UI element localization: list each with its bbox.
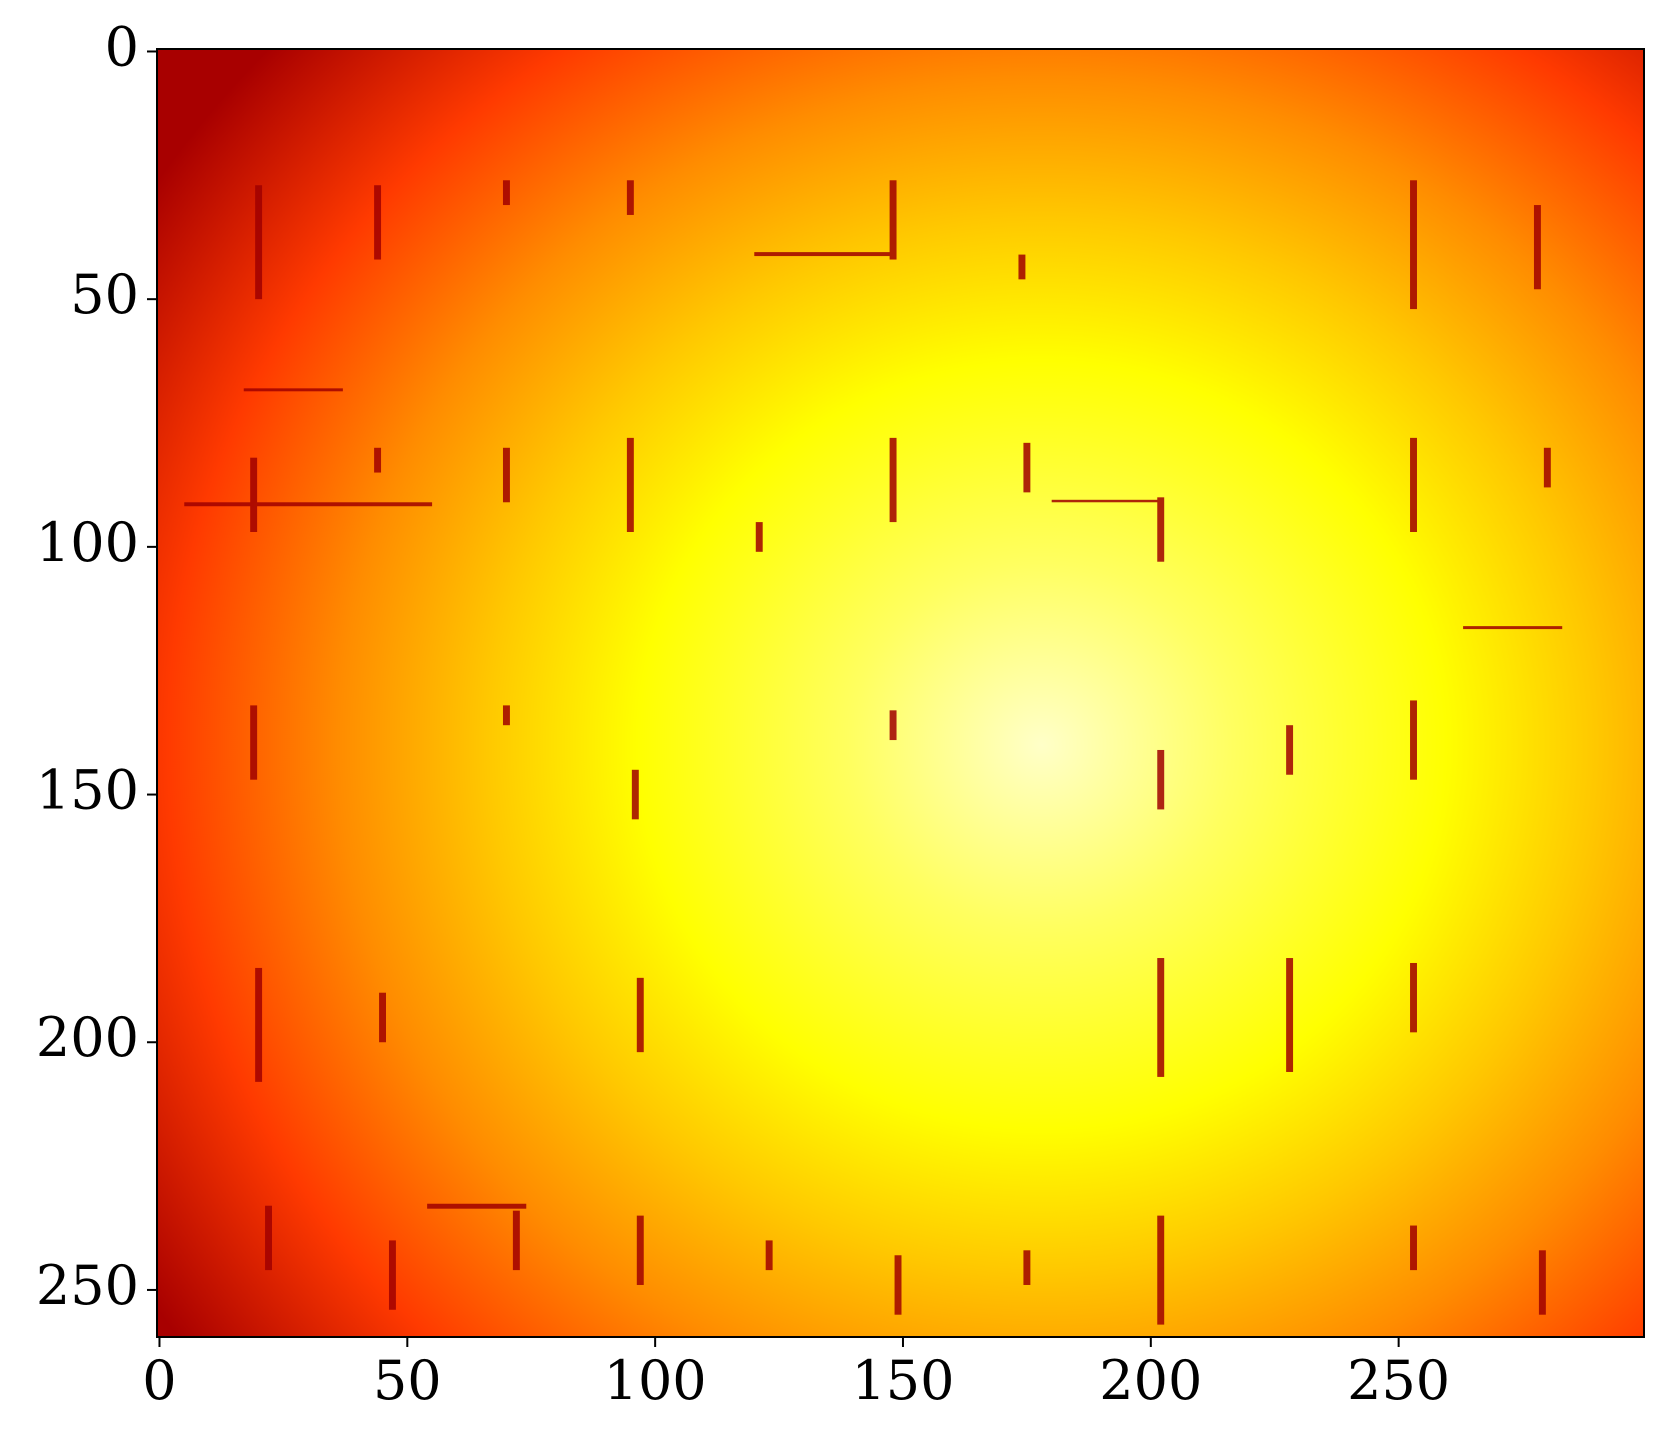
y-tick-label: 200 (36, 1006, 139, 1069)
x-tick-label: 200 (1099, 1349, 1202, 1412)
heatmap-image (157, 49, 1644, 1337)
y-tick-label: 0 (105, 15, 139, 78)
x-tick-label: 0 (142, 1349, 176, 1412)
y-tick-label: 50 (70, 263, 139, 326)
y-tick-label: 100 (36, 511, 139, 574)
y-tick-label: 150 (36, 759, 139, 822)
axes-frame (156, 48, 1645, 1338)
x-tick-label: 250 (1347, 1349, 1450, 1412)
x-tick-label: 100 (604, 1349, 707, 1412)
x-tick-label: 50 (373, 1349, 442, 1412)
x-tick-label: 150 (851, 1349, 954, 1412)
y-tick-label: 250 (36, 1254, 139, 1317)
streaks (184, 180, 1563, 1325)
heat-field (157, 49, 1644, 1337)
